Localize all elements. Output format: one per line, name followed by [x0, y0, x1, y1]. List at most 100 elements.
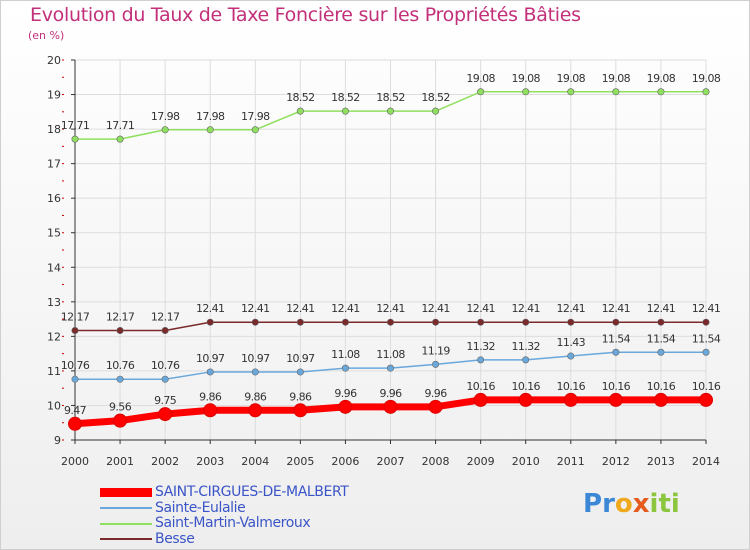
- data-label: 12.17: [151, 310, 180, 323]
- series-1-point: [338, 399, 353, 414]
- data-label: 19.08: [647, 72, 676, 85]
- data-label: 18.52: [331, 91, 360, 104]
- series-1-point: [699, 392, 713, 407]
- y-tick-label: 12: [47, 330, 61, 343]
- data-label: 11.54: [647, 332, 676, 345]
- data-label: 17.98: [151, 110, 180, 123]
- x-tick-label: 2005: [286, 455, 314, 468]
- data-label: 12.41: [196, 302, 225, 315]
- series-1-point: [293, 403, 308, 418]
- data-label: 12.41: [241, 302, 270, 315]
- data-label: 17.71: [106, 119, 135, 132]
- y-tick-label: 19: [47, 89, 61, 102]
- data-label: 11.32: [466, 340, 495, 353]
- data-label: 10.97: [286, 352, 315, 365]
- legend-swatch: [100, 538, 152, 540]
- data-label: 12.41: [692, 302, 721, 315]
- y-tick-label: 10: [47, 399, 61, 412]
- data-label-layer: 9.47 9.56 9.75 9.86 9.86 9.86 9.96 9.96 9.96 10.1…: [61, 72, 722, 417]
- series-layer: [68, 88, 713, 431]
- data-label: 12.41: [647, 302, 676, 315]
- y-tick-label: 17: [47, 158, 61, 171]
- chart-title: Evolution du Taux de Taxe Foncière sur l…: [30, 4, 581, 26]
- series-2-point: [657, 348, 665, 356]
- series-2-point: [206, 368, 214, 376]
- series-3-point: [612, 88, 620, 96]
- series-4-point: [567, 318, 575, 326]
- series-4-point: [296, 318, 304, 326]
- data-label: 12.41: [511, 302, 540, 315]
- series-3-point: [251, 126, 259, 134]
- data-label: 11.08: [376, 348, 405, 361]
- x-tick-label: 2004: [241, 455, 269, 468]
- data-label: 19.08: [692, 72, 721, 85]
- data-label: 9.96: [379, 387, 402, 400]
- series-1-point: [248, 403, 263, 418]
- x-tick-label: 2011: [557, 455, 585, 468]
- x-tick-label: 2014: [692, 455, 720, 468]
- series-2-point: [432, 360, 440, 368]
- data-label: 10.16: [692, 380, 721, 393]
- series-3-point: [567, 88, 575, 96]
- series-2-point: [522, 356, 530, 364]
- data-label: 18.52: [286, 91, 315, 104]
- series-1-point: [203, 403, 218, 418]
- series-2-point: [612, 348, 620, 356]
- series-4-point: [522, 318, 530, 326]
- data-label: 12.41: [602, 302, 631, 315]
- legend-swatch: [100, 488, 152, 497]
- data-label: 10.16: [647, 380, 676, 393]
- data-label: 9.56: [109, 401, 132, 414]
- y-tick-label: 18: [47, 123, 61, 136]
- series-1-point: [113, 413, 128, 428]
- series-4-point: [702, 318, 710, 326]
- data-label: 12.41: [376, 302, 405, 315]
- series-1-point: [158, 407, 173, 422]
- data-label: 12.41: [286, 302, 315, 315]
- series-4-point: [71, 326, 79, 334]
- data-label: 12.41: [557, 302, 586, 315]
- series-4-point: [341, 318, 349, 326]
- data-label: 9.75: [154, 394, 177, 407]
- data-label: 9.86: [199, 390, 222, 403]
- x-tick-label: 2006: [331, 455, 359, 468]
- x-tick-label: 2003: [196, 455, 224, 468]
- data-label: 9.96: [334, 387, 357, 400]
- data-label: 12.41: [421, 302, 450, 315]
- y-tick-label: 20: [47, 54, 61, 67]
- series-4-point: [432, 318, 440, 326]
- grid-layer: [75, 59, 707, 440]
- y-tick-label: 16: [47, 192, 61, 205]
- x-tick-label: 2001: [106, 455, 134, 468]
- series-3-point: [341, 107, 349, 115]
- series-3-point: [206, 126, 214, 134]
- y-tick-label: 15: [47, 227, 61, 240]
- data-label: 9.96: [425, 387, 448, 400]
- series-1-point: [518, 392, 533, 407]
- series-2-point: [71, 375, 79, 383]
- series-4-point: [612, 318, 620, 326]
- series-1-point: [563, 392, 578, 407]
- legend-swatch: [100, 507, 152, 509]
- chart-unit-label: (en %): [28, 29, 65, 42]
- series-2-point: [386, 364, 394, 372]
- series-3-point: [702, 88, 710, 96]
- y-tick-label: 9: [54, 434, 61, 447]
- legend-label: SAINT-CIRGUES-DE-MALBERT: [155, 484, 349, 500]
- data-label: 10.97: [196, 352, 225, 365]
- legend-label: Besse: [155, 530, 195, 547]
- series-4-point: [657, 318, 665, 326]
- legend-swatch: [100, 522, 152, 525]
- data-label: 10.76: [61, 359, 90, 372]
- proxiti-logo: Proxiti: [583, 489, 680, 519]
- data-label: 17.98: [241, 110, 270, 123]
- data-label: 19.08: [602, 72, 631, 85]
- series-2-point: [702, 348, 710, 356]
- data-label: 10.16: [466, 380, 495, 393]
- data-label: 9.47: [64, 404, 87, 417]
- series-3-point: [477, 88, 485, 96]
- series-4-point: [206, 318, 214, 326]
- series-2-point: [567, 352, 575, 360]
- y-tick-label: 11: [47, 365, 61, 378]
- data-label: 19.08: [466, 72, 495, 85]
